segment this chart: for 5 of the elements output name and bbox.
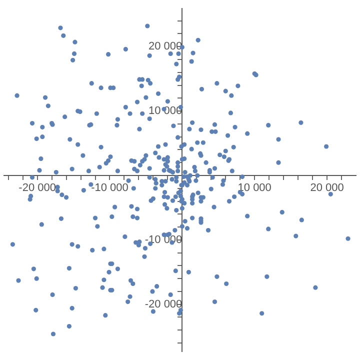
x-tick-label: 10 000	[238, 182, 272, 194]
x-tick-label: -20 000	[18, 182, 56, 194]
y-tick-label: -20 000	[144, 298, 182, 310]
x-tick-label: -10 000	[91, 182, 128, 194]
x-tick-label: 20 000	[310, 182, 344, 194]
